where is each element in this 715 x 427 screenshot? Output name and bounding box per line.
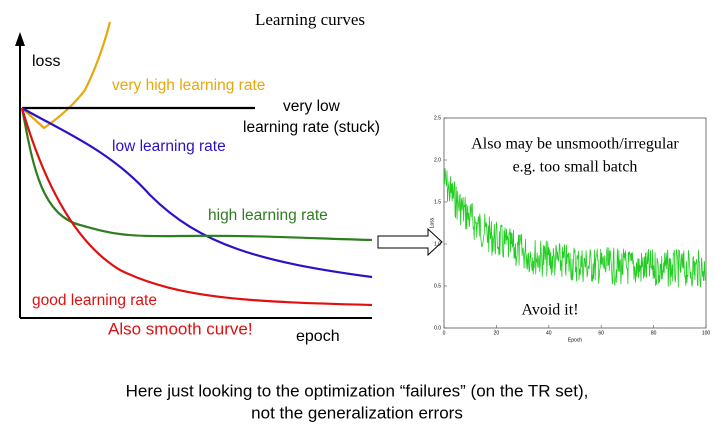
smooth-note: Also smooth curve! bbox=[108, 319, 253, 338]
curve-label: good learning rate bbox=[32, 292, 157, 309]
y-tick-label: 1.5 bbox=[434, 199, 441, 205]
inset-x-label: Epoch bbox=[568, 337, 582, 343]
x-tick-label: 100 bbox=[702, 330, 711, 336]
curve-good bbox=[20, 107, 373, 307]
curve-very-high bbox=[21, 21, 112, 130]
slide-title: Learning curves bbox=[255, 10, 365, 29]
x-tick-label: 40 bbox=[546, 330, 552, 336]
curve-label: learning rate (stuck) bbox=[243, 119, 380, 136]
inset-note: Also may be unsmooth/irregular bbox=[471, 136, 679, 153]
x-tick-label: 60 bbox=[598, 330, 604, 336]
footer-line: not the generalization errors bbox=[251, 403, 463, 422]
y-tick-label: 0.0 bbox=[434, 325, 441, 331]
arrow bbox=[377, 227, 443, 257]
x-tick-label: 20 bbox=[494, 330, 500, 336]
x-tick-label: 80 bbox=[651, 330, 657, 336]
curve-high bbox=[20, 107, 373, 242]
curve-label: very low bbox=[283, 98, 341, 115]
y-tick-label: 2.5 bbox=[434, 115, 441, 121]
curves bbox=[20, 21, 373, 307]
inset-note: e.g. too small batch bbox=[513, 159, 638, 176]
footer-line: Here just looking to the optimization “f… bbox=[126, 381, 589, 400]
inset-frame bbox=[443, 117, 707, 329]
y-label: loss bbox=[32, 53, 60, 70]
curve-label: high learning rate bbox=[208, 207, 328, 224]
inset-warning: Avoid it! bbox=[521, 302, 578, 319]
curve-low bbox=[21, 107, 373, 279]
y-tick-label: 2.0 bbox=[434, 157, 441, 163]
noisy-curve bbox=[443, 168, 707, 288]
y-axis-arrow bbox=[15, 32, 25, 46]
x-label: epoch bbox=[296, 328, 340, 345]
inset-y-label: Loss bbox=[429, 217, 435, 228]
y-tick-label: 1.0 bbox=[434, 241, 441, 247]
y-tick-label: 0.5 bbox=[434, 283, 441, 289]
x-tick-label: 0 bbox=[443, 330, 446, 336]
inset-chart: 0 20 40 60 80 100 0.0 0.5 1.0 1.5 2.0 2.5 Epoch Loss bbox=[429, 115, 710, 343]
curve-label: low learning rate bbox=[112, 138, 226, 155]
curve-label: very high learning rate bbox=[112, 77, 265, 94]
